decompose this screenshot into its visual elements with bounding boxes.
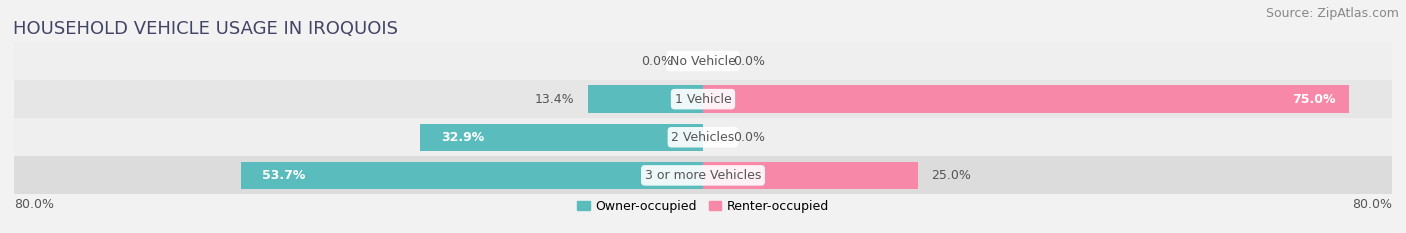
Text: 75.0%: 75.0% bbox=[1292, 93, 1336, 106]
Text: 0.0%: 0.0% bbox=[733, 131, 765, 144]
Text: 13.4%: 13.4% bbox=[536, 93, 575, 106]
Text: 0.0%: 0.0% bbox=[641, 55, 673, 68]
Text: No Vehicle: No Vehicle bbox=[671, 55, 735, 68]
Bar bbox=[14, 118, 1392, 156]
Bar bbox=[703, 162, 918, 189]
Bar bbox=[14, 42, 1392, 80]
Text: 25.0%: 25.0% bbox=[931, 169, 972, 182]
Bar bbox=[588, 86, 703, 113]
Legend: Owner-occupied, Renter-occupied: Owner-occupied, Renter-occupied bbox=[572, 195, 834, 218]
Text: 53.7%: 53.7% bbox=[262, 169, 305, 182]
Text: 80.0%: 80.0% bbox=[1353, 198, 1392, 211]
Text: 3 or more Vehicles: 3 or more Vehicles bbox=[645, 169, 761, 182]
Text: 0.0%: 0.0% bbox=[733, 55, 765, 68]
Text: 2 Vehicles: 2 Vehicles bbox=[672, 131, 734, 144]
Bar bbox=[240, 162, 703, 189]
Text: 80.0%: 80.0% bbox=[14, 198, 53, 211]
Bar bbox=[419, 123, 703, 151]
Text: 32.9%: 32.9% bbox=[441, 131, 485, 144]
Text: Source: ZipAtlas.com: Source: ZipAtlas.com bbox=[1265, 7, 1399, 20]
Bar bbox=[14, 80, 1392, 118]
Text: 1 Vehicle: 1 Vehicle bbox=[675, 93, 731, 106]
Bar bbox=[14, 156, 1392, 195]
Bar bbox=[703, 86, 1348, 113]
Text: HOUSEHOLD VEHICLE USAGE IN IROQUOIS: HOUSEHOLD VEHICLE USAGE IN IROQUOIS bbox=[13, 20, 398, 38]
